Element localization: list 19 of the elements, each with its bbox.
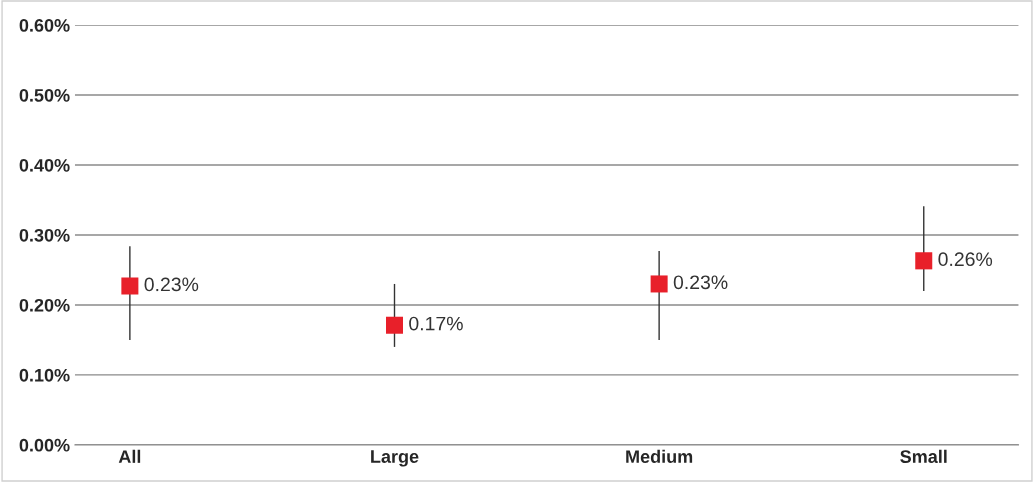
point (650, 275, 668, 293)
y-tick-label: 0.40% (19, 158, 70, 172)
y-tick-label: 0.00% (19, 438, 70, 452)
x-tick-label: Large (371, 450, 419, 467)
point (915, 252, 933, 270)
data-label: 0.23% (144, 277, 199, 292)
y-tick-label: 0.50% (19, 88, 70, 102)
point (386, 316, 404, 334)
x-tick-label: All (118, 449, 141, 463)
point (121, 277, 139, 295)
y-tick-label: 0.30% (19, 228, 70, 242)
y-tick-label: 0.20% (19, 298, 70, 312)
data-label: 0.26% (938, 252, 993, 267)
x-tick-label: Medium (626, 449, 693, 464)
data-label: 0.17% (409, 316, 463, 331)
data-label: 0.23% (673, 275, 728, 290)
x-tick-label: Small (900, 449, 947, 464)
y-tick-label: 0.10% (19, 368, 70, 382)
y-tick-label: 0.60% (19, 19, 70, 32)
